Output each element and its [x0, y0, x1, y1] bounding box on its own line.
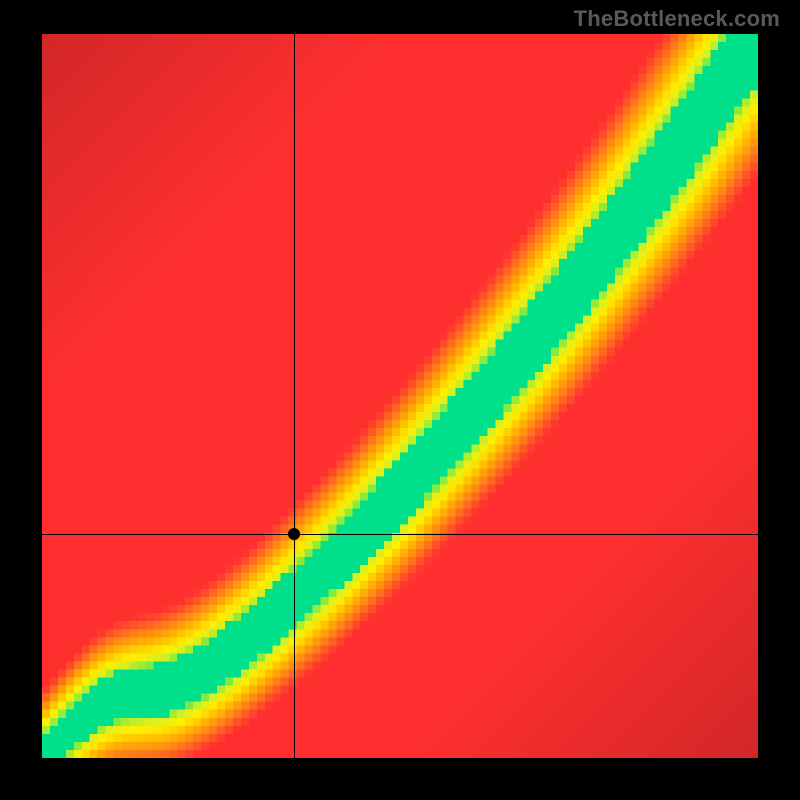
watermark-text: TheBottleneck.com: [574, 6, 780, 32]
chart-frame: { "branding": { "watermark_text": "TheBo…: [0, 0, 800, 800]
crosshair-horizontal: [42, 534, 758, 535]
crosshair-vertical: [294, 34, 295, 758]
data-point-marker: [288, 528, 300, 540]
heatmap-canvas: [42, 34, 758, 758]
heatmap-plot: [42, 34, 758, 758]
